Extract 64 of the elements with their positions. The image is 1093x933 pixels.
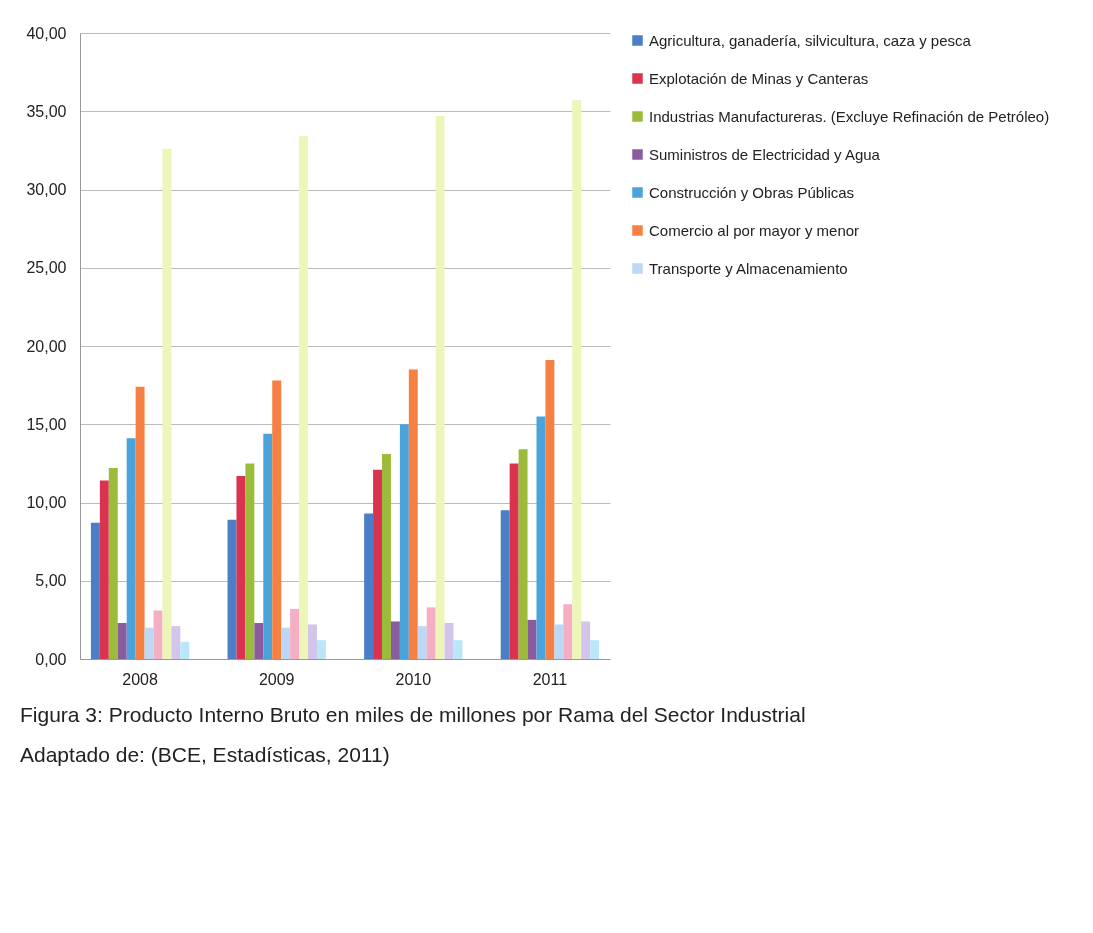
bar [99, 480, 109, 659]
bar [554, 624, 564, 659]
bar [536, 416, 546, 659]
bar [236, 475, 246, 659]
bar [453, 640, 463, 659]
y-tick-label: 25,00 [26, 259, 67, 277]
bar [290, 608, 300, 659]
bar [563, 604, 573, 659]
bar [500, 510, 510, 659]
bar [435, 115, 445, 659]
legend-label: Agricultura, ganadería, silvicultura, caza y pesca [649, 31, 972, 49]
bar [509, 463, 519, 659]
bar [399, 424, 409, 659]
bar [590, 640, 600, 659]
x-tick-label: 2011 [532, 670, 568, 688]
legend-label: Comercio al por mayor y menor [649, 221, 860, 239]
bar [364, 513, 374, 659]
bar [263, 433, 273, 659]
legend-label: Suministros de Electricidad y Agua [649, 145, 881, 163]
y-tick-label: 10,00 [26, 494, 67, 511]
legend-label: Transporte y Almacenamiento [649, 259, 848, 277]
x-tick-label: 2008 [122, 670, 158, 688]
bar [144, 627, 154, 659]
bar [373, 469, 383, 659]
bar [180, 641, 190, 659]
y-tick-label: 40,00 [26, 24, 67, 42]
bar [581, 621, 591, 659]
bar [281, 627, 291, 659]
x-tick-label: 2010 [395, 670, 432, 688]
y-tick-label: 0,00 [35, 650, 67, 668]
y-tick-label: 35,00 [26, 102, 67, 120]
y-tick-label: 5,00 [35, 572, 67, 590]
legend-label: Industrias Manufactureras. (Excluye Refinación de Petróleo) [649, 107, 1050, 125]
bar [426, 607, 436, 659]
bar [307, 624, 317, 659]
bar [108, 468, 118, 659]
y-tick-label: 20,00 [26, 337, 67, 355]
bar [126, 438, 136, 659]
bar [272, 380, 282, 659]
bar [408, 369, 418, 659]
text: Adaptado de: (BCE, Estadísticas, 2011) [20, 741, 391, 768]
bar [90, 522, 100, 659]
bar [316, 640, 326, 659]
bar [162, 148, 172, 659]
y-tick-label: 15,00 [26, 415, 67, 433]
bar [135, 386, 145, 659]
text: Figura 3: Producto Interno Bruto en miles de millones por Rama del Sector Industrial [20, 702, 807, 728]
bar [117, 623, 127, 659]
bar [545, 360, 555, 659]
bar [299, 136, 308, 659]
legend-label: Construcción y Obras Públicas [649, 183, 855, 201]
bar [382, 453, 391, 659]
bar [518, 449, 528, 659]
bar [572, 100, 582, 659]
bar [417, 626, 427, 659]
bar [153, 610, 163, 659]
bar [390, 621, 400, 659]
legend-label: Explotación de Minas y Canteras [649, 69, 869, 87]
y-tick-label: 30,00 [26, 181, 67, 198]
bar [444, 623, 454, 659]
bar [171, 626, 181, 659]
bar [254, 623, 264, 659]
x-tick-label: 2009 [258, 670, 295, 688]
bar [245, 463, 255, 659]
